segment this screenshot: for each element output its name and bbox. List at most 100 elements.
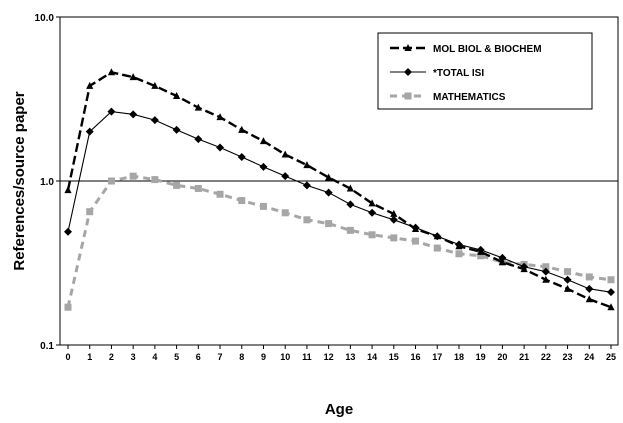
legend-label: MOL BIOL & BIOCHEM bbox=[433, 44, 542, 55]
data-point-mathematics bbox=[151, 176, 159, 184]
series-mathematics bbox=[64, 172, 615, 311]
legend-swatch-marker bbox=[404, 92, 412, 100]
legend-label: *TOTAL ISI bbox=[433, 68, 484, 79]
data-point-mol-biol-biochem bbox=[563, 284, 572, 292]
data-point-total-isi bbox=[150, 116, 159, 125]
x-tick-label: 8 bbox=[239, 352, 244, 362]
data-point-mol-biol-biochem bbox=[64, 186, 72, 194]
data-point-mathematics bbox=[173, 181, 181, 189]
series-line-mathematics bbox=[66, 174, 612, 308]
y-tick-label: 0.1 bbox=[40, 341, 54, 352]
y-tick-label: 1.0 bbox=[40, 177, 54, 188]
data-point-total-isi bbox=[498, 253, 507, 262]
data-point-total-isi bbox=[216, 143, 225, 152]
series-line-mol-biol-biochem bbox=[66, 71, 612, 309]
x-tick-label: 22 bbox=[541, 352, 551, 362]
data-point-mathematics bbox=[542, 263, 550, 271]
x-tick-label: 18 bbox=[454, 352, 464, 362]
data-point-total-isi bbox=[368, 208, 377, 217]
data-point-mol-biol-biochem bbox=[216, 113, 224, 121]
x-tick-label: 5 bbox=[174, 352, 179, 362]
data-point-mathematics bbox=[303, 216, 311, 224]
x-tick-label: 19 bbox=[476, 352, 486, 362]
data-point-total-isi bbox=[302, 181, 311, 190]
legend-box bbox=[377, 32, 593, 110]
data-point-mol-biol-biochem bbox=[194, 103, 202, 111]
data-point-mol-biol-biochem bbox=[107, 68, 116, 76]
legend-entry-mathematics: MATHEMATICS bbox=[390, 92, 506, 103]
x-tick-label: 20 bbox=[497, 352, 507, 362]
x-axis-ticks: 0 1 2 3 4 5 6 7 8 9 10 11 12 13 14 15 16 17 18 19 20 21 22 23 24… bbox=[65, 345, 616, 362]
x-tick-label: 0 bbox=[65, 352, 70, 362]
x-tick-label: 21 bbox=[519, 352, 529, 362]
series-mol-biol-biochem bbox=[64, 68, 615, 311]
plot-area-frame bbox=[59, 16, 619, 346]
data-point-mol-biol-biochem bbox=[346, 184, 354, 192]
x-tick-label: 13 bbox=[345, 352, 355, 362]
data-point-mathematics bbox=[64, 303, 72, 311]
data-point-mol-biol-biochem bbox=[542, 275, 550, 283]
data-point-mathematics bbox=[216, 190, 224, 198]
series-total-isi bbox=[64, 107, 615, 297]
x-tick-label: 12 bbox=[324, 352, 334, 362]
data-point-total-isi bbox=[607, 288, 615, 297]
legend-entry-mol-biol-biochem: MOL BIOL & BIOCHEM bbox=[390, 44, 542, 55]
data-point-total-isi bbox=[563, 275, 572, 284]
legend-label: MATHEMATICS bbox=[433, 92, 506, 103]
data-point-mathematics bbox=[585, 273, 593, 281]
data-point-mol-biol-biochem bbox=[303, 161, 311, 169]
legend-swatch-marker bbox=[404, 68, 412, 76]
data-point-mathematics bbox=[325, 220, 333, 228]
data-point-mathematics bbox=[368, 231, 376, 239]
data-point-total-isi bbox=[237, 153, 246, 162]
data-point-total-isi bbox=[389, 215, 398, 224]
x-tick-label: 1 bbox=[87, 352, 92, 362]
data-point-mol-biol-biochem bbox=[368, 199, 376, 207]
data-point-mol-biol-biochem bbox=[520, 265, 528, 273]
x-tick-label: 23 bbox=[563, 352, 573, 362]
data-point-mol-biol-biochem bbox=[498, 258, 506, 266]
x-tick-label: 2 bbox=[109, 352, 114, 362]
y-tick-label: 10.0 bbox=[35, 13, 55, 24]
data-point-total-isi bbox=[259, 162, 268, 171]
data-point-mol-biol-biochem bbox=[259, 137, 268, 145]
data-point-mathematics bbox=[564, 268, 572, 276]
data-point-total-isi bbox=[129, 110, 138, 119]
data-point-total-isi bbox=[64, 227, 72, 236]
data-point-mathematics bbox=[259, 202, 267, 210]
data-point-total-isi bbox=[172, 125, 181, 134]
data-point-mathematics bbox=[107, 177, 115, 185]
data-point-mol-biol-biochem bbox=[477, 247, 485, 255]
data-point-mol-biol-biochem bbox=[607, 303, 615, 311]
y-axis-title: References/source paper bbox=[11, 91, 28, 270]
legend-swatch-marker bbox=[404, 44, 412, 51]
y-axis-ticks: 0.1 1.0 10.0 bbox=[35, 13, 60, 352]
data-point-mol-biol-biochem bbox=[433, 232, 441, 240]
data-point-mathematics bbox=[455, 250, 463, 258]
data-point-mol-biol-biochem bbox=[585, 295, 593, 303]
x-tick-label: 7 bbox=[218, 352, 223, 362]
data-point-total-isi bbox=[324, 188, 333, 197]
series-layer bbox=[64, 68, 615, 311]
data-point-total-isi bbox=[281, 172, 290, 181]
x-tick-label: 6 bbox=[196, 352, 201, 362]
data-point-mol-biol-biochem bbox=[129, 73, 137, 81]
data-point-total-isi bbox=[194, 135, 203, 144]
data-point-mol-biol-biochem bbox=[86, 81, 94, 89]
x-tick-label: 4 bbox=[152, 352, 157, 362]
data-point-mol-biol-biochem bbox=[151, 81, 159, 89]
x-tick-label: 14 bbox=[367, 352, 377, 362]
legend: MOL BIOL & BIOCHEM *TOTAL ISI MATHEMATICS bbox=[377, 32, 593, 110]
data-point-mathematics bbox=[238, 197, 246, 205]
data-point-mol-biol-biochem bbox=[411, 224, 420, 232]
data-point-mol-biol-biochem bbox=[173, 91, 181, 99]
x-tick-label: 10 bbox=[280, 352, 290, 362]
series-line-total-isi bbox=[67, 111, 612, 293]
data-point-mol-biol-biochem bbox=[455, 242, 463, 250]
data-point-mol-biol-biochem bbox=[281, 150, 289, 158]
data-point-total-isi bbox=[107, 107, 116, 116]
legend-entry-total-isi: *TOTAL ISI bbox=[390, 68, 484, 79]
data-point-mathematics bbox=[433, 244, 441, 252]
data-point-mathematics bbox=[194, 185, 202, 193]
